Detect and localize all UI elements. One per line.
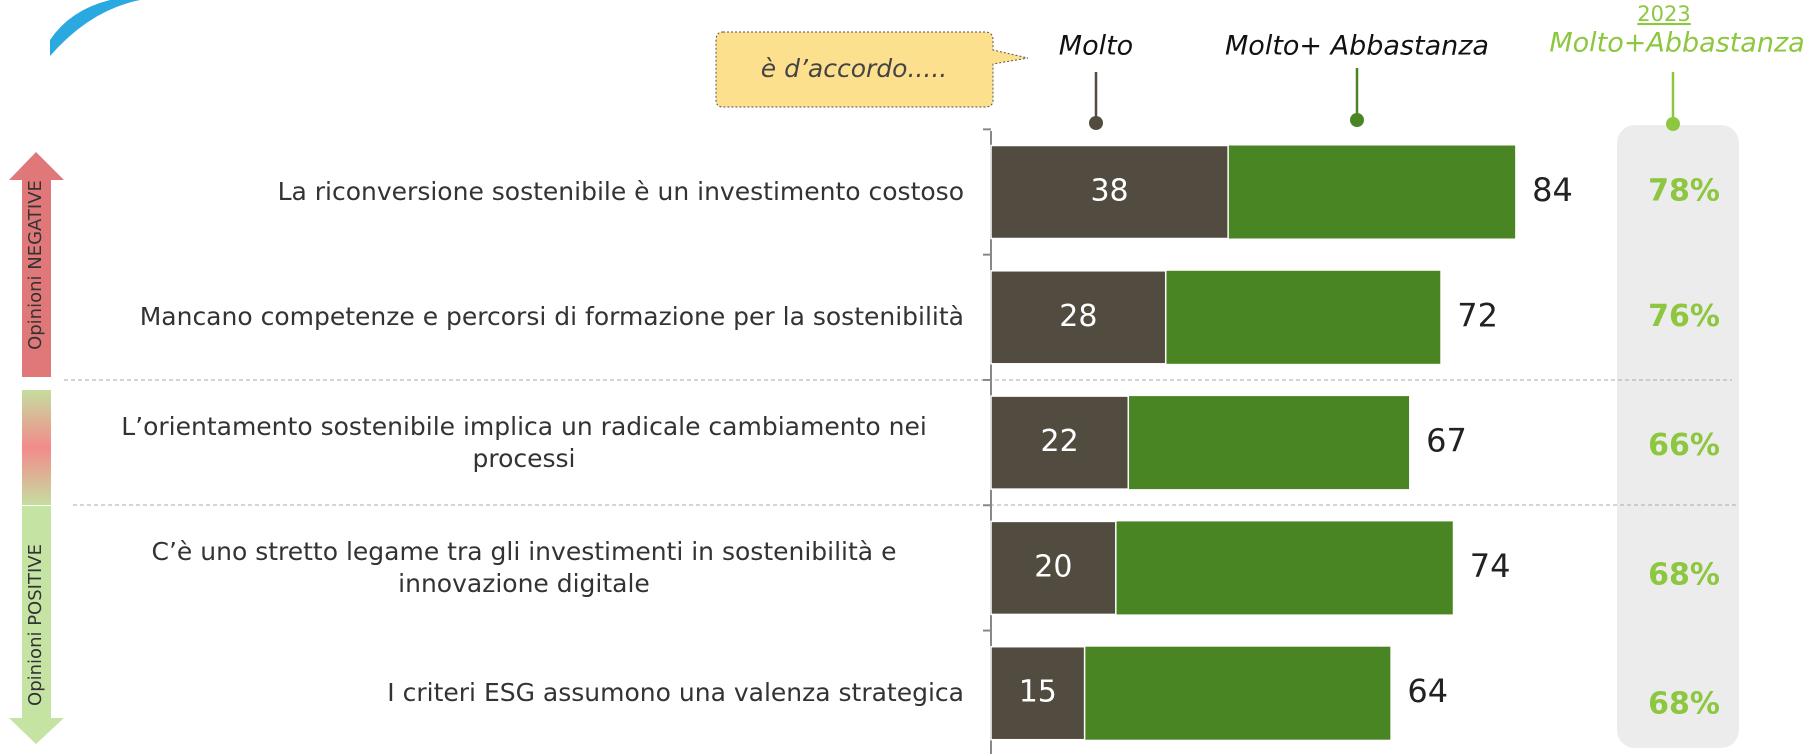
bar-molto — [990, 144, 1229, 240]
value-label: 15 — [1019, 675, 1057, 710]
bar-molto — [990, 520, 1117, 616]
value-label: 72 — [1457, 296, 1498, 334]
category-label: La riconversione sostenibile è un invest… — [277, 177, 964, 206]
legend-label: Molto+ Abbastanza — [1225, 31, 1489, 62]
category-label: Mancano competenze e percorsi di formazi… — [139, 302, 964, 332]
value-label: 67 — [1426, 422, 1467, 460]
category-label-box: Mancano competenze e percorsi di formazi… — [84, 267, 964, 367]
legend-label: Molto — [1059, 31, 1133, 62]
legend-year: 2023 — [1637, 2, 1690, 26]
side-label: Opinioni NEGATIVE — [25, 180, 46, 350]
legend-label: Molto+Abbastanza — [1549, 28, 1804, 59]
legend-dot — [1666, 117, 1680, 131]
category-label: C’è uno stretto legame tra gli investime… — [151, 536, 897, 598]
category-label-box: L’orientamento sostenibile implica un ra… — [84, 393, 964, 493]
value-label: 20 — [1034, 549, 1072, 584]
category-label-box: I criteri ESG assumono una valenza strat… — [84, 643, 964, 743]
legend-dot — [1350, 113, 1364, 127]
year-panel — [1617, 125, 1739, 748]
callout-bubble — [715, 31, 1029, 108]
category-label: I criteri ESG assumono una valenza strat… — [387, 678, 964, 708]
callout-text: è d’accordo..... — [761, 54, 947, 83]
value-label: 64 — [1407, 672, 1448, 710]
year-value-label: 68% — [1648, 557, 1720, 592]
year-value-label: 78% — [1648, 174, 1720, 209]
value-label: 38 — [1090, 174, 1128, 209]
neutral-block — [22, 390, 51, 505]
value-label: 74 — [1470, 547, 1511, 585]
logo-shape — [50, 0, 140, 56]
year-value-label: 76% — [1648, 299, 1720, 334]
bar-molto — [990, 270, 1167, 365]
bar-molto — [990, 645, 1086, 741]
legend-dot — [1089, 116, 1103, 130]
positive-arrow — [9, 506, 64, 744]
category-label-box: C’è uno stretto legame tra gli investime… — [84, 518, 964, 618]
value-label: 22 — [1041, 424, 1079, 459]
value-label: 28 — [1059, 299, 1097, 334]
side-label: Opinioni POSITIVE — [25, 544, 46, 706]
year-value-label: 66% — [1648, 428, 1720, 463]
category-label-box: La riconversione sostenibile è un invest… — [84, 142, 964, 242]
value-label: 84 — [1532, 171, 1573, 209]
year-value-label: 68% — [1648, 687, 1720, 722]
category-label: L’orientamento sostenibile implica un ra… — [121, 411, 927, 473]
bar-molto — [990, 395, 1130, 490]
negative-arrow — [9, 152, 64, 377]
